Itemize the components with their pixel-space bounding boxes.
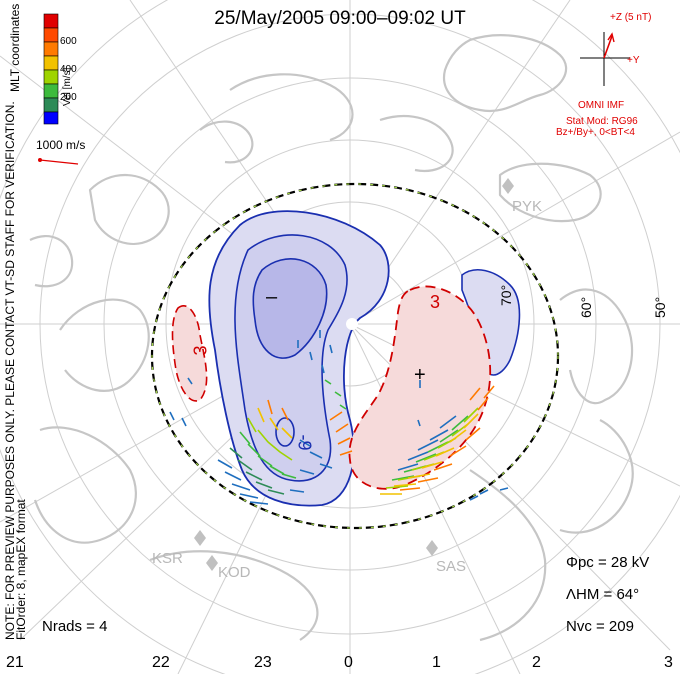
stat-n-vc: Nvc = 209 [566,618,634,635]
imf-model: Stat Mod: RG96 [566,116,638,127]
mlt-label-3: 3 [664,654,673,671]
stat-phi-pc: Φpc = 28 kV [566,554,650,571]
stat-n-rads: Nrads = 4 [42,618,108,635]
velocity-vectors-dusk [169,330,347,505]
lat-label-60: 60° [578,296,594,318]
imf-z-label: +Z (5 nT) [610,12,652,23]
imf-y-label: +Y [627,55,640,66]
lat-label-50: 50° [652,296,668,318]
imf-clock [580,32,630,86]
station-kod: KOD [218,564,251,581]
stat-lambda-hm: ΛHM = 64° [566,586,640,603]
positive-contour-label: 3 [430,292,441,312]
station-pyk: PYK [512,198,543,215]
lat-label-70: 70° [498,284,514,306]
negative-cell-marker: – [266,286,278,308]
imf-source: OMNI IMF [578,100,625,111]
mlt-label-0: 0 [344,654,353,671]
positive-cell-marker: + [414,364,426,386]
colorbar-tick-400: 400 [60,64,77,75]
station-markers [194,178,514,571]
mlt-label-21: 21 [6,654,24,671]
velocity-vectors-dawn [329,380,509,501]
mlt-label-2: 2 [532,654,541,671]
colorbar-tick-200: 200 [60,92,77,103]
mlt-label-23: 23 [254,654,272,671]
colorbar [43,13,59,125]
positive-west-contour-label: 3 [190,345,211,356]
colorbar-header: MLT coordinates [8,3,22,92]
pole-marker [346,318,358,330]
mlt-label-1: 1 [432,654,441,671]
mlt-label-22: 22 [152,654,170,671]
disclaimer-line2: FitOrder: 8, mapEX format [14,499,28,640]
scale-vector [38,158,79,165]
station-sas: SAS [436,558,467,575]
imf-condition: Bz+/By+, 0<BT<4 [556,127,635,138]
scale-vector-label: 1000 m/s [36,138,86,152]
coastlines [29,34,634,642]
map-title: 25/May/2005 09:00–09:02 UT [214,8,466,29]
station-ksr: KSR [152,550,183,567]
positive-cell-west [171,305,208,402]
negative-contour-label: -9 [294,434,315,451]
colorbar-tick-600: 600 [60,36,77,47]
